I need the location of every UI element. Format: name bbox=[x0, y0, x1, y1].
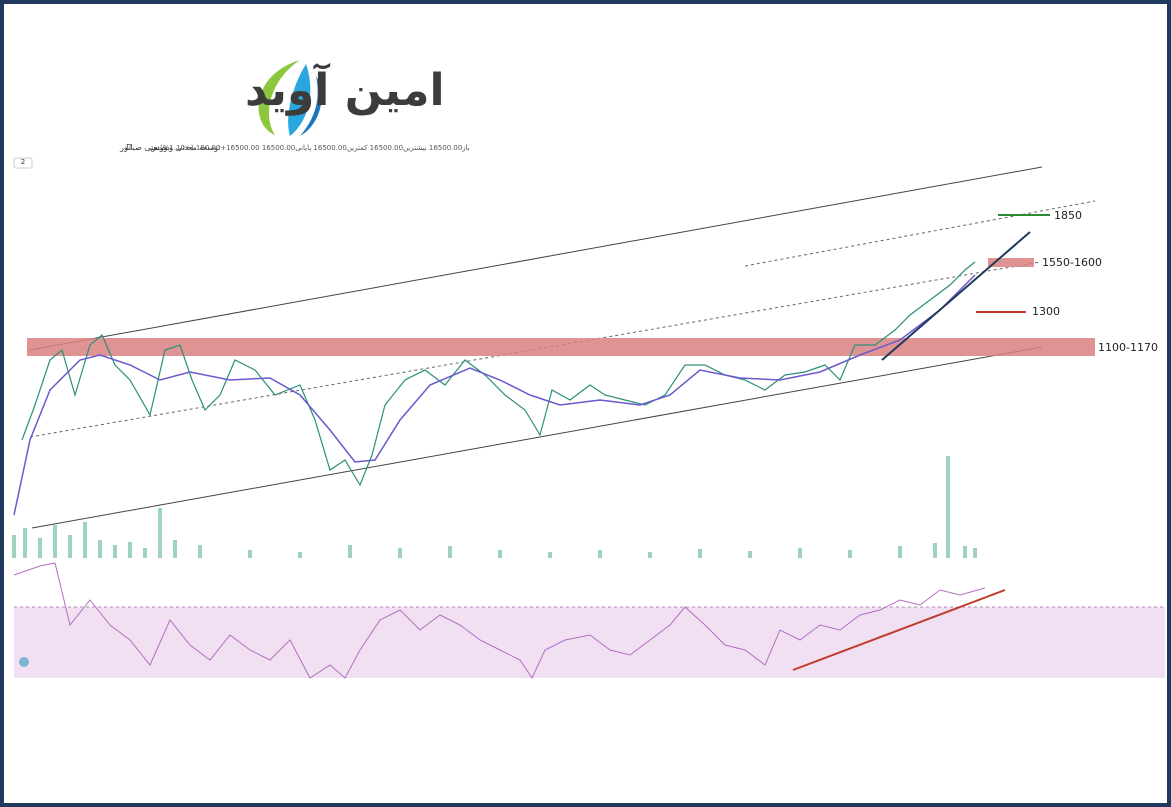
collapse-count[interactable]: 2 bbox=[21, 158, 25, 166]
rsi-band bbox=[14, 607, 1165, 678]
support-zone bbox=[27, 338, 1095, 356]
interval: D bbox=[126, 143, 132, 152]
target-zone bbox=[988, 258, 1034, 267]
symbol-name: توسعه معدنی و صنعتی صبانور bbox=[119, 143, 221, 152]
cloud-icon[interactable] bbox=[19, 657, 29, 667]
level-label: 1100-1170 bbox=[1098, 341, 1158, 354]
channel-top bbox=[29, 166, 1043, 351]
level-label: 1550-1600 bbox=[1042, 256, 1102, 269]
volume-bars bbox=[12, 456, 977, 558]
rsi-line bbox=[13, 562, 986, 680]
collapse-button[interactable] bbox=[13, 157, 33, 169]
moving-average bbox=[13, 274, 976, 516]
chart-canvas: امین آوید توسعه معدنی و صنعتی صبانور D ب… bbox=[12, 60, 1165, 680]
price-line bbox=[21, 261, 976, 487]
channel-upper bbox=[744, 200, 1096, 267]
level-label: 1300 bbox=[1032, 305, 1060, 318]
logo-text: امین آوید bbox=[245, 62, 445, 116]
exchange: بورس bbox=[150, 143, 170, 152]
trend-line bbox=[881, 231, 1031, 361]
rsi-trend-line bbox=[792, 589, 1006, 671]
level-label: 1850 bbox=[1054, 209, 1082, 222]
logo-mark bbox=[258, 60, 322, 136]
channel-bottom bbox=[31, 346, 1043, 529]
ohlc-values: باز16500.00 بیشترین16500.00 کمترین16500.… bbox=[160, 144, 470, 152]
